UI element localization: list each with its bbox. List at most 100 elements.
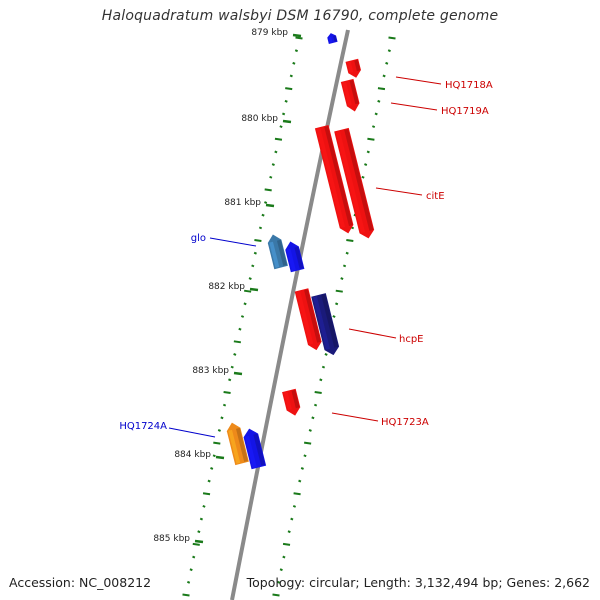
- gene-label-leader: [209, 237, 257, 247]
- track-dash: [258, 226, 263, 230]
- track-dash: [230, 365, 234, 369]
- track-dash: [279, 568, 283, 572]
- track-dash: [213, 441, 221, 445]
- track-dash: [300, 466, 304, 470]
- kbp-tick-label: 884 kbp: [174, 450, 211, 460]
- gene-shadow: [324, 126, 353, 226]
- track-dash: [240, 315, 245, 318]
- track-dash: [279, 125, 283, 129]
- track-dash: [345, 251, 349, 255]
- track-dash: [264, 188, 272, 192]
- track-dash: [277, 580, 281, 584]
- gene-arrow: [327, 33, 338, 44]
- track-dash: [282, 555, 286, 559]
- track-dash: [186, 580, 191, 584]
- track-dash: [303, 454, 307, 458]
- track-dash: [233, 340, 242, 344]
- gene-highlight: [269, 241, 280, 268]
- gene-highlight: [296, 291, 314, 345]
- track-dash: [324, 353, 328, 356]
- track-dash: [314, 390, 322, 394]
- gene-arrow: [340, 78, 360, 112]
- track-dash: [308, 429, 312, 432]
- track-dash: [199, 517, 203, 521]
- kbp-tick: [292, 33, 302, 38]
- gene-shadow: [321, 294, 339, 348]
- track-dash: [340, 277, 344, 280]
- track-dash: [202, 504, 206, 508]
- gene-highlight: [347, 61, 354, 73]
- kbp-tick: [249, 287, 259, 292]
- gene-shadow: [294, 246, 304, 269]
- track-dash: [292, 504, 297, 508]
- track-dash: [364, 163, 368, 167]
- track-dash: [361, 175, 365, 179]
- track-dash: [210, 466, 214, 470]
- gene-arrow: [314, 124, 354, 234]
- kbp-tick-label: 885 kbp: [153, 534, 190, 544]
- track-dash: [293, 492, 301, 496]
- track-dash: [366, 150, 370, 154]
- track-dash: [303, 441, 312, 445]
- gene-highlight: [335, 131, 366, 233]
- track-dash: [243, 302, 247, 306]
- gene-highlight: [316, 128, 346, 228]
- kbp-tick: [215, 455, 225, 460]
- gene-label-leader: [395, 76, 442, 85]
- track-dash: [335, 302, 339, 306]
- track-dash: [243, 289, 252, 293]
- gene-shadow: [235, 427, 248, 462]
- genome-backbone: [230, 29, 350, 600]
- track-dash: [287, 530, 291, 534]
- track-dash: [282, 542, 291, 546]
- gene-arrow: [311, 293, 340, 356]
- track-dash: [321, 365, 326, 369]
- track-dash: [261, 213, 265, 217]
- page-title: Haloquadratum walsbyi DSM 16790, complet…: [101, 8, 499, 24]
- gene-label: citE: [426, 191, 445, 202]
- track-dash: [202, 492, 211, 496]
- track-dash: [294, 49, 299, 53]
- gene-label: glo: [191, 233, 206, 244]
- kbp-tick-label: 881 kbp: [224, 198, 261, 208]
- track-dash: [253, 251, 257, 255]
- gene-label-leader: [348, 328, 397, 339]
- track-dash: [332, 315, 336, 318]
- track-dash: [377, 99, 381, 103]
- track-dash: [319, 378, 323, 382]
- track-dash: [238, 327, 242, 331]
- track-dash: [295, 36, 303, 40]
- kbp-ruler: 879 kbp 880 kbp 881 kbp 882 kbp 883 kbp 884 k…: [153, 28, 302, 544]
- gene-highlight: [312, 296, 330, 350]
- track-dash: [382, 74, 386, 78]
- track-dash: [274, 150, 278, 154]
- gene-label: hcpE: [399, 334, 424, 345]
- kbp-tick-label: 883 kbp: [192, 366, 229, 376]
- gene-highlight: [283, 391, 292, 411]
- gene-arrow: [334, 127, 375, 239]
- track-dash: [192, 542, 200, 546]
- track-dash: [388, 36, 396, 40]
- gene-highlight: [286, 248, 296, 271]
- track-dash: [233, 353, 237, 356]
- kbp-tick: [194, 539, 204, 544]
- gene-label-leader: [375, 187, 423, 196]
- gene-label: HQ1723A: [381, 417, 429, 428]
- gene-label-leader: [331, 412, 379, 422]
- track-dash: [217, 429, 221, 432]
- track-dash: [282, 112, 286, 116]
- gene-shadow: [344, 129, 374, 231]
- track-dash: [264, 201, 268, 204]
- kbp-tick: [265, 203, 275, 208]
- gene-shadow: [304, 289, 321, 343]
- kbp-tick: [233, 371, 243, 376]
- track-dash: [284, 99, 288, 103]
- gene-arrow: [267, 234, 288, 270]
- kbp-tick-label: 882 kbp: [208, 282, 245, 292]
- gene-arrow: [285, 241, 305, 273]
- track-dash: [289, 74, 293, 78]
- track-dash: [212, 454, 216, 458]
- gene-label-leader: [168, 427, 216, 438]
- kbp-tick: [282, 119, 292, 124]
